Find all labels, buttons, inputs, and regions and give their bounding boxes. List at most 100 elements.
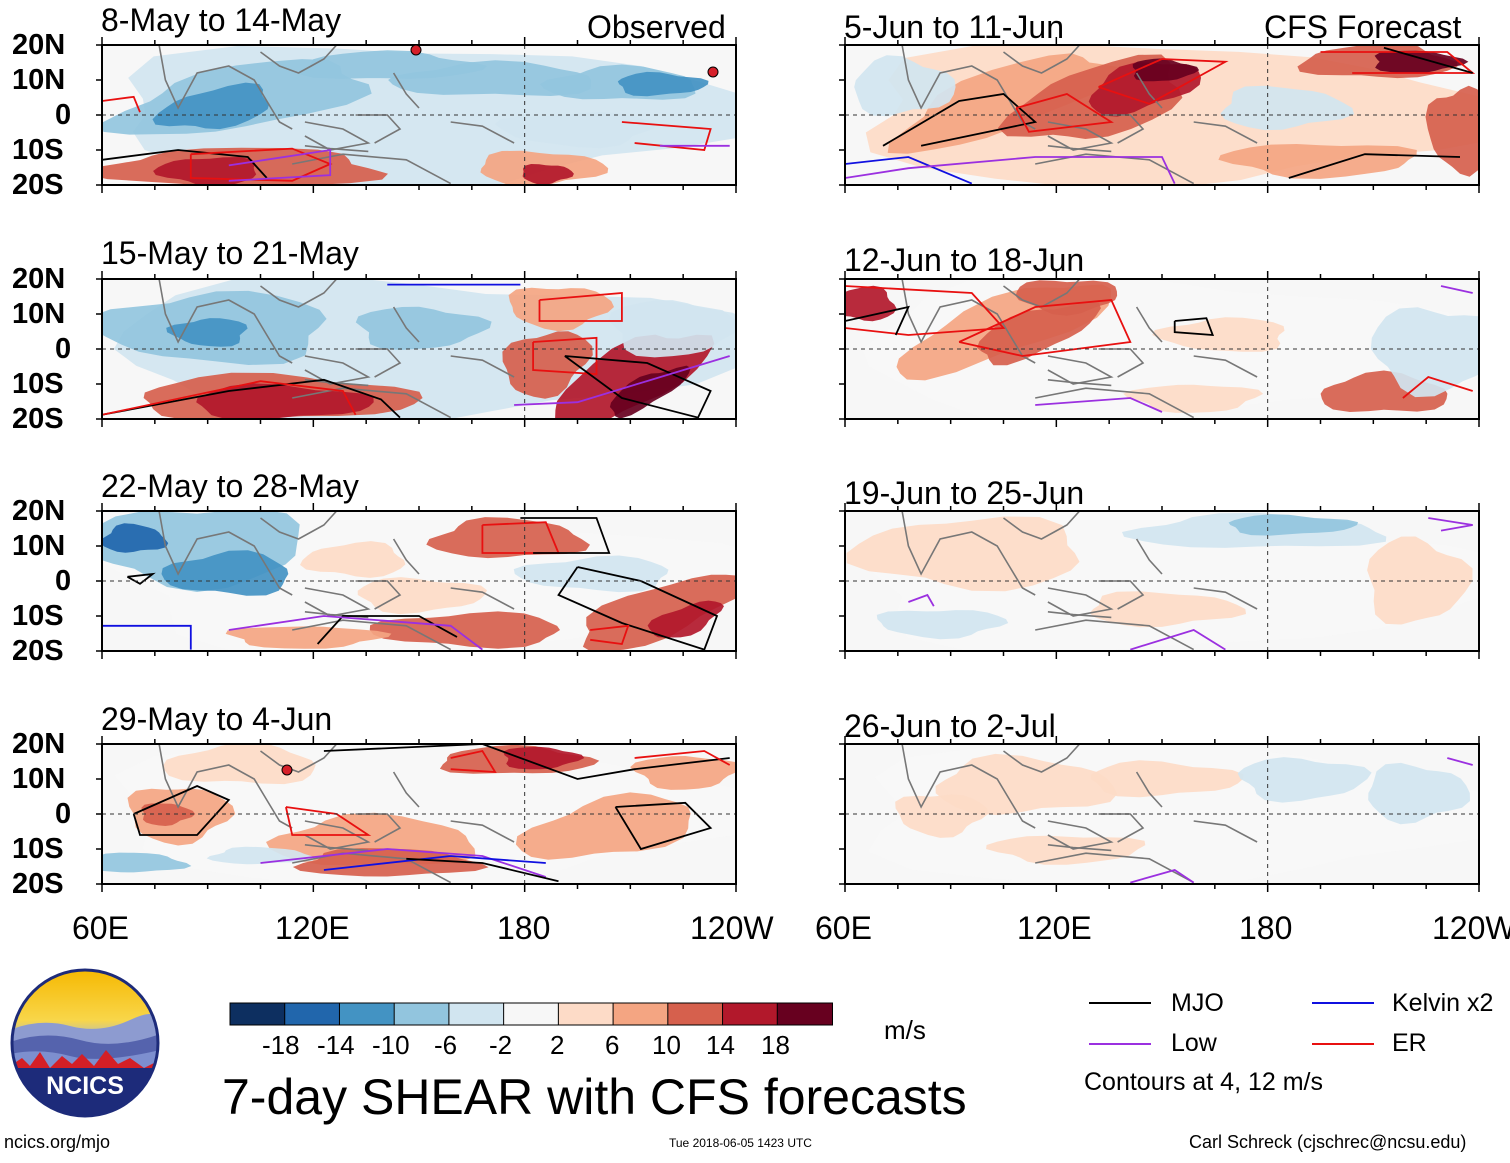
shear-field-patch (1370, 307, 1479, 398)
panel-title: 19-Jun to 25-Jun (844, 475, 1085, 511)
er-contour (450, 749, 497, 774)
shear-field-patch (502, 331, 593, 399)
logo-text: NCICS (46, 1072, 124, 1100)
panel-title: 29-May to 4-Jun (101, 701, 333, 737)
shear-field-patch (508, 287, 614, 332)
low-contour (1447, 757, 1473, 766)
coastline (158, 45, 293, 130)
coastline (355, 580, 402, 610)
shear-field-patch (298, 50, 488, 79)
map-panel (845, 45, 1479, 185)
lat-label: 10N (12, 64, 66, 96)
figure-title: 7-day SHEAR with CFS forecasts (222, 1069, 967, 1125)
coastline (158, 511, 293, 596)
lat-label: 0 (55, 333, 72, 365)
er-contour (1320, 51, 1476, 74)
coastline (1047, 611, 1112, 619)
shear-field-patch (630, 756, 736, 790)
colorbar-swatch (284, 1002, 341, 1026)
shear-field-patch (887, 53, 1121, 154)
lat-label: 10N (12, 763, 66, 795)
colorbar-swatch (338, 1002, 396, 1026)
shear-field-patch (300, 541, 406, 578)
coastline (304, 145, 369, 153)
er-contour (532, 336, 598, 376)
coastline (1003, 744, 1081, 773)
shear-field-patch (141, 803, 196, 826)
lat-label: 0 (55, 798, 72, 830)
low-contour (1440, 285, 1473, 294)
colorbar-swatch (776, 1002, 833, 1026)
coastline (355, 114, 402, 144)
coastline (292, 852, 452, 884)
coastline (1047, 145, 1112, 153)
lat-label: 10N (12, 298, 66, 330)
colorbar-swatch (503, 1002, 560, 1026)
map-panel (102, 45, 736, 185)
map-panel (845, 511, 1479, 651)
coastline (355, 813, 402, 843)
colorbar-tick: -10 (372, 1030, 410, 1060)
shear-field-patch (355, 306, 492, 350)
map-panel (845, 744, 1479, 884)
er-contour (845, 285, 1006, 336)
mjo-contour (614, 801, 713, 851)
footer-url[interactable]: ncics.org/mjo (4, 1132, 111, 1152)
shear-field-patch (977, 302, 1101, 366)
shear-field-patch (1228, 514, 1358, 536)
coastline (1135, 72, 1163, 109)
map-panel (102, 511, 736, 651)
low-contour (228, 615, 483, 651)
footer-timestamp: Tue 2018-06-05 1423 UTC (669, 1136, 812, 1150)
shear-field-patch (876, 610, 1009, 640)
colorbar-swatch (667, 1002, 724, 1026)
lat-label: 20S (12, 635, 64, 667)
coastline (1098, 580, 1145, 610)
kelvin-legend-label: Kelvin x2 (1392, 989, 1494, 1017)
coastline (1098, 348, 1145, 378)
er-contour (590, 624, 630, 645)
coastline (158, 744, 293, 829)
low-contour (1035, 397, 1163, 413)
panel-title: 22-May to 28-May (101, 468, 359, 504)
kelvin-legend-line (1312, 1002, 1374, 1004)
mjo-contour (323, 744, 730, 780)
colorbar-tick: -2 (489, 1030, 513, 1060)
low-contour (1130, 869, 1195, 884)
coastline (901, 511, 1036, 596)
coastline (1193, 121, 1258, 144)
er-contour (1402, 375, 1473, 399)
tropical-cyclone-icon (707, 66, 719, 78)
colorbar-swatch (448, 1002, 505, 1026)
coastline (392, 72, 420, 109)
lon-label: 120E (1017, 910, 1092, 946)
shear-field-patch (609, 365, 691, 419)
shear-field-patch (1090, 760, 1244, 798)
coastline (1098, 114, 1145, 144)
lat-label: 20S (12, 169, 64, 201)
coastline (1047, 379, 1112, 387)
lat-label: 20N (12, 29, 66, 61)
coastline (1047, 355, 1114, 385)
coastline (901, 45, 1036, 130)
lat-label: 10S (12, 600, 64, 632)
shear-field-patch (369, 611, 560, 649)
colorbar-swatch (557, 1002, 615, 1026)
colorbar-tick: 10 (652, 1030, 681, 1060)
map-panel (102, 279, 736, 419)
panel-title: 5-Jun to 11-Jun (844, 9, 1064, 45)
shear-field-patch (1089, 591, 1246, 628)
colorbar-tick: -14 (317, 1030, 355, 1060)
lon-label: 180 (1239, 910, 1293, 946)
lat-label: 10S (12, 833, 64, 865)
panel-title: 26-Jun to 2-Jul (844, 708, 1056, 744)
tropical-cyclone-icon (281, 764, 293, 776)
mjo-legend-line (1089, 1002, 1151, 1004)
coastline (1003, 45, 1081, 74)
coastline (1098, 813, 1145, 843)
er-contour (1015, 93, 1114, 133)
shear-field-patch (102, 523, 169, 553)
mjo-contour (1383, 46, 1473, 74)
er-contour (102, 380, 357, 416)
